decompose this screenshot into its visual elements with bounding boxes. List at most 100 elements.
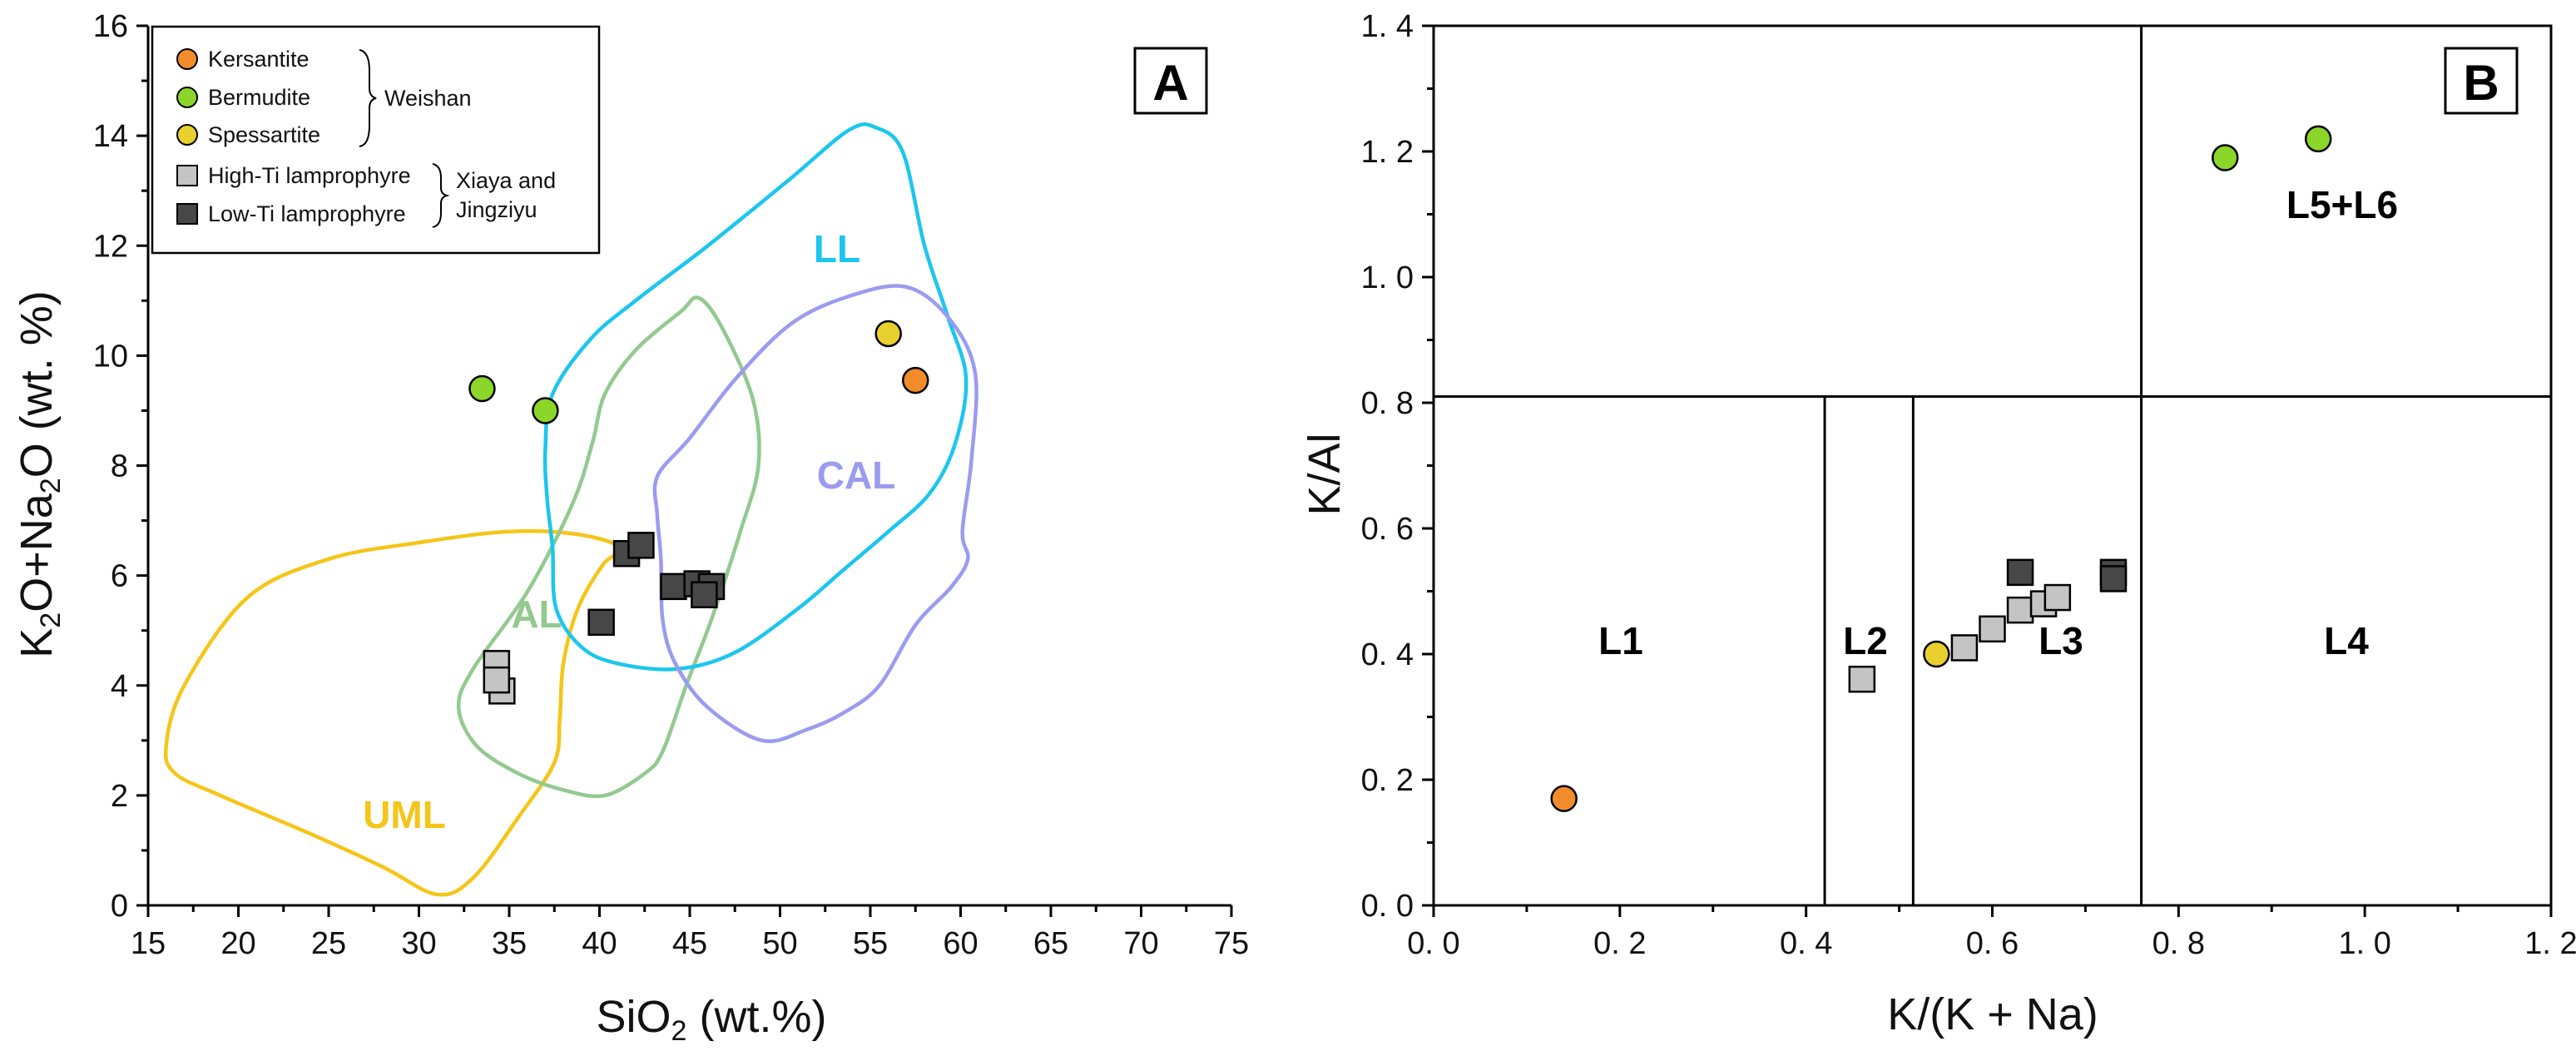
legend-label-kersantite: Kersantite bbox=[208, 47, 310, 72]
legend-box bbox=[151, 25, 601, 255]
field-outline-cal bbox=[652, 284, 978, 743]
field-outline-ll bbox=[542, 122, 968, 672]
panel-b-point-kersantite-1 bbox=[1550, 785, 1578, 812]
region-label-l2: L2 bbox=[1843, 619, 1888, 662]
panel-b-point-spessartite-1 bbox=[1923, 640, 1950, 668]
field-label-al: AL bbox=[511, 592, 562, 636]
panel-a-point-high-ti-lamprophyre-3 bbox=[483, 666, 511, 694]
panel-a-point-low-ti-lamprophyre-2 bbox=[627, 532, 655, 559]
panel-b-y-tick-label-1: 0. 0 bbox=[1361, 889, 1414, 924]
panel-a-tas-plot: LL CAL AL UML 15 20 25 30 35 40 45 50 55 60 65 70 75… bbox=[12, 9, 1249, 1047]
legend-marker-bermudite bbox=[176, 87, 198, 108]
panel-b-y-tick-label-2: 0. 2 bbox=[1361, 763, 1414, 798]
panel-a-point-bermudite-2 bbox=[532, 397, 559, 424]
panel-a-y-tick-label-14: 14 bbox=[93, 119, 128, 154]
panel-a-y-tick-label-16: 16 bbox=[93, 9, 128, 44]
panel-b-boundaries bbox=[1434, 26, 2551, 905]
panel-b-x-tick-label-5: 0. 8 bbox=[2152, 926, 2205, 961]
panel-a-x-axis-label: SiO2 (wt.%) bbox=[597, 992, 827, 1047]
legend-group-xiaya-line2: Jingziyu bbox=[456, 197, 537, 222]
panel-a-point-spessartite-1 bbox=[874, 320, 902, 348]
field-outline-uml bbox=[163, 528, 624, 897]
legend-label-high-ti: High-Ti lamprophyre bbox=[208, 163, 411, 188]
panel-b-x-tick-label-7: 1. 2 bbox=[2524, 926, 2576, 961]
region-label-l1: L1 bbox=[1598, 619, 1643, 662]
panel-a-x-tick-label-15: 15 bbox=[131, 926, 166, 961]
panel-a-x-tick-label-35: 35 bbox=[492, 926, 527, 961]
panel-b-point-high-ti-lamprophyre-2 bbox=[1950, 634, 1979, 662]
region-label-l5-l6: L5+L6 bbox=[2286, 183, 2398, 226]
panel-a-field-labels: LL CAL AL UML bbox=[363, 227, 895, 836]
panel-b-y-tick-label-8: 1. 4 bbox=[1361, 9, 1414, 44]
legend-marker-high-ti bbox=[176, 165, 198, 186]
panel-a-y-tick-label-12: 12 bbox=[93, 229, 128, 264]
panel-a-point-kersantite-1 bbox=[902, 366, 929, 394]
panel-b-y-axis-label: K/Al bbox=[1300, 433, 1350, 515]
legend-label-spessartite: Spessartite bbox=[208, 122, 320, 147]
panel-b-label: B bbox=[2463, 55, 2499, 111]
panel-a-x-tick-label-75: 75 bbox=[1214, 926, 1249, 961]
panel-a-point-low-ti-lamprophyre-7 bbox=[691, 581, 718, 608]
panel-a-point-low-ti-lamprophyre-3 bbox=[587, 608, 615, 637]
panel-b-y-tick-label-3: 0. 4 bbox=[1361, 637, 1414, 672]
panel-a-y-tick-label-2: 2 bbox=[111, 779, 128, 814]
panel-a-x-tick-label-45: 45 bbox=[672, 926, 707, 961]
panel-b-points bbox=[1550, 125, 2332, 812]
legend-marker-low-ti bbox=[176, 203, 198, 225]
panel-b-point-high-ti-lamprophyre-6 bbox=[2043, 583, 2072, 612]
legend: Kersantite Bermudite Spessartite High-Ti… bbox=[151, 25, 601, 255]
panel-b-y-tick-label-4: 0. 6 bbox=[1361, 512, 1414, 547]
legend-group-xiaya-line1: Xiaya and bbox=[456, 168, 556, 193]
legend-group-weishan: Weishan bbox=[384, 86, 472, 111]
panel-b-axes: 0. 0 0. 2 0. 4 0. 6 0. 8 1. 0 1. 2 0. 0 0. 2 0. 4… bbox=[1361, 9, 2576, 961]
panel-a-y-axis-label: K2O+Na2O (wt. %) bbox=[12, 290, 67, 657]
region-label-l3: L3 bbox=[2039, 619, 2083, 662]
panel-a-x-tick-label-50: 50 bbox=[762, 926, 797, 961]
panel-a-fields bbox=[163, 122, 978, 897]
field-outline-al bbox=[456, 295, 761, 799]
panel-b-x-tick-label-2: 0. 2 bbox=[1593, 926, 1646, 961]
panel-a-axes: 15 20 25 30 35 40 45 50 55 60 65 70 75 0 2 4 6 8 10 12 14 16 bbox=[93, 9, 1249, 961]
panel-b-frame bbox=[1432, 24, 2553, 907]
panel-a-x-tick-label-65: 65 bbox=[1033, 926, 1068, 961]
panel-b-label-box bbox=[2444, 47, 2519, 115]
panel-b-y-tick-label-5: 0. 8 bbox=[1361, 386, 1414, 421]
panel-b-region-labels: L1 L2 L3 L4 L5+L6 bbox=[1598, 183, 2398, 662]
panel-b-point-bermudite-1 bbox=[2212, 144, 2239, 171]
panel-b-point-low-ti-lamprophyre-3 bbox=[2099, 565, 2128, 592]
panel-a-y-tick-label-10: 10 bbox=[93, 339, 128, 374]
field-label-cal: CAL bbox=[817, 454, 896, 497]
panel-b-y-tick-label-6: 1. 0 bbox=[1361, 260, 1414, 295]
panel-a-y-tick-label-8: 8 bbox=[111, 449, 128, 484]
panel-b-y-tick-label-7: 1. 2 bbox=[1361, 135, 1414, 170]
legend-label-bermudite: Bermudite bbox=[208, 85, 310, 110]
panel-b-x-tick-label-6: 1. 0 bbox=[2338, 926, 2390, 961]
panel-a-x-tick-label-70: 70 bbox=[1123, 926, 1158, 961]
panel-a-x-tick-label-20: 20 bbox=[220, 926, 255, 961]
legend-brace-weishan bbox=[359, 49, 377, 147]
panel-a-x-tick-label-55: 55 bbox=[853, 926, 888, 961]
panel-b-x-tick-label-4: 0. 6 bbox=[1966, 926, 2019, 961]
panel-b-x-axis-label: K/(K + Na) bbox=[1887, 989, 2098, 1039]
panel-a-x-tick-label-30: 30 bbox=[401, 926, 436, 961]
panel-b-point-bermudite-2 bbox=[2304, 125, 2332, 153]
panel-a-x-tick-label-40: 40 bbox=[582, 926, 617, 961]
panel-b-point-high-ti-lamprophyre-1 bbox=[1848, 665, 1876, 693]
panel-a-x-tick-label-60: 60 bbox=[943, 926, 978, 961]
legend-marker-kersantite bbox=[176, 48, 198, 70]
panel-b-point-low-ti-lamprophyre-1 bbox=[2006, 558, 2034, 587]
panel-a-x-tick-label-25: 25 bbox=[311, 926, 346, 961]
panel-a-points bbox=[468, 320, 929, 705]
panel-a-point-low-ti-lamprophyre-4 bbox=[660, 573, 687, 601]
panel-a-y-tick-label-4: 4 bbox=[111, 669, 128, 704]
field-label-ll: LL bbox=[814, 227, 860, 270]
region-label-l4: L4 bbox=[2324, 619, 2369, 662]
legend-brace-xiaya bbox=[432, 163, 450, 228]
panel-a-y-tick-label-6: 6 bbox=[111, 559, 128, 594]
legend-label-low-ti: Low-Ti lamprophyre bbox=[208, 201, 406, 226]
panel-a-label: A bbox=[1152, 55, 1188, 111]
panel-a-y-tick-label-0: 0 bbox=[111, 889, 128, 924]
panel-b-point-high-ti-lamprophyre-3 bbox=[1979, 615, 2006, 643]
panel-a-point-bermudite-1 bbox=[468, 374, 496, 403]
panel-b-point-high-ti-lamprophyre-4 bbox=[2006, 596, 2034, 624]
